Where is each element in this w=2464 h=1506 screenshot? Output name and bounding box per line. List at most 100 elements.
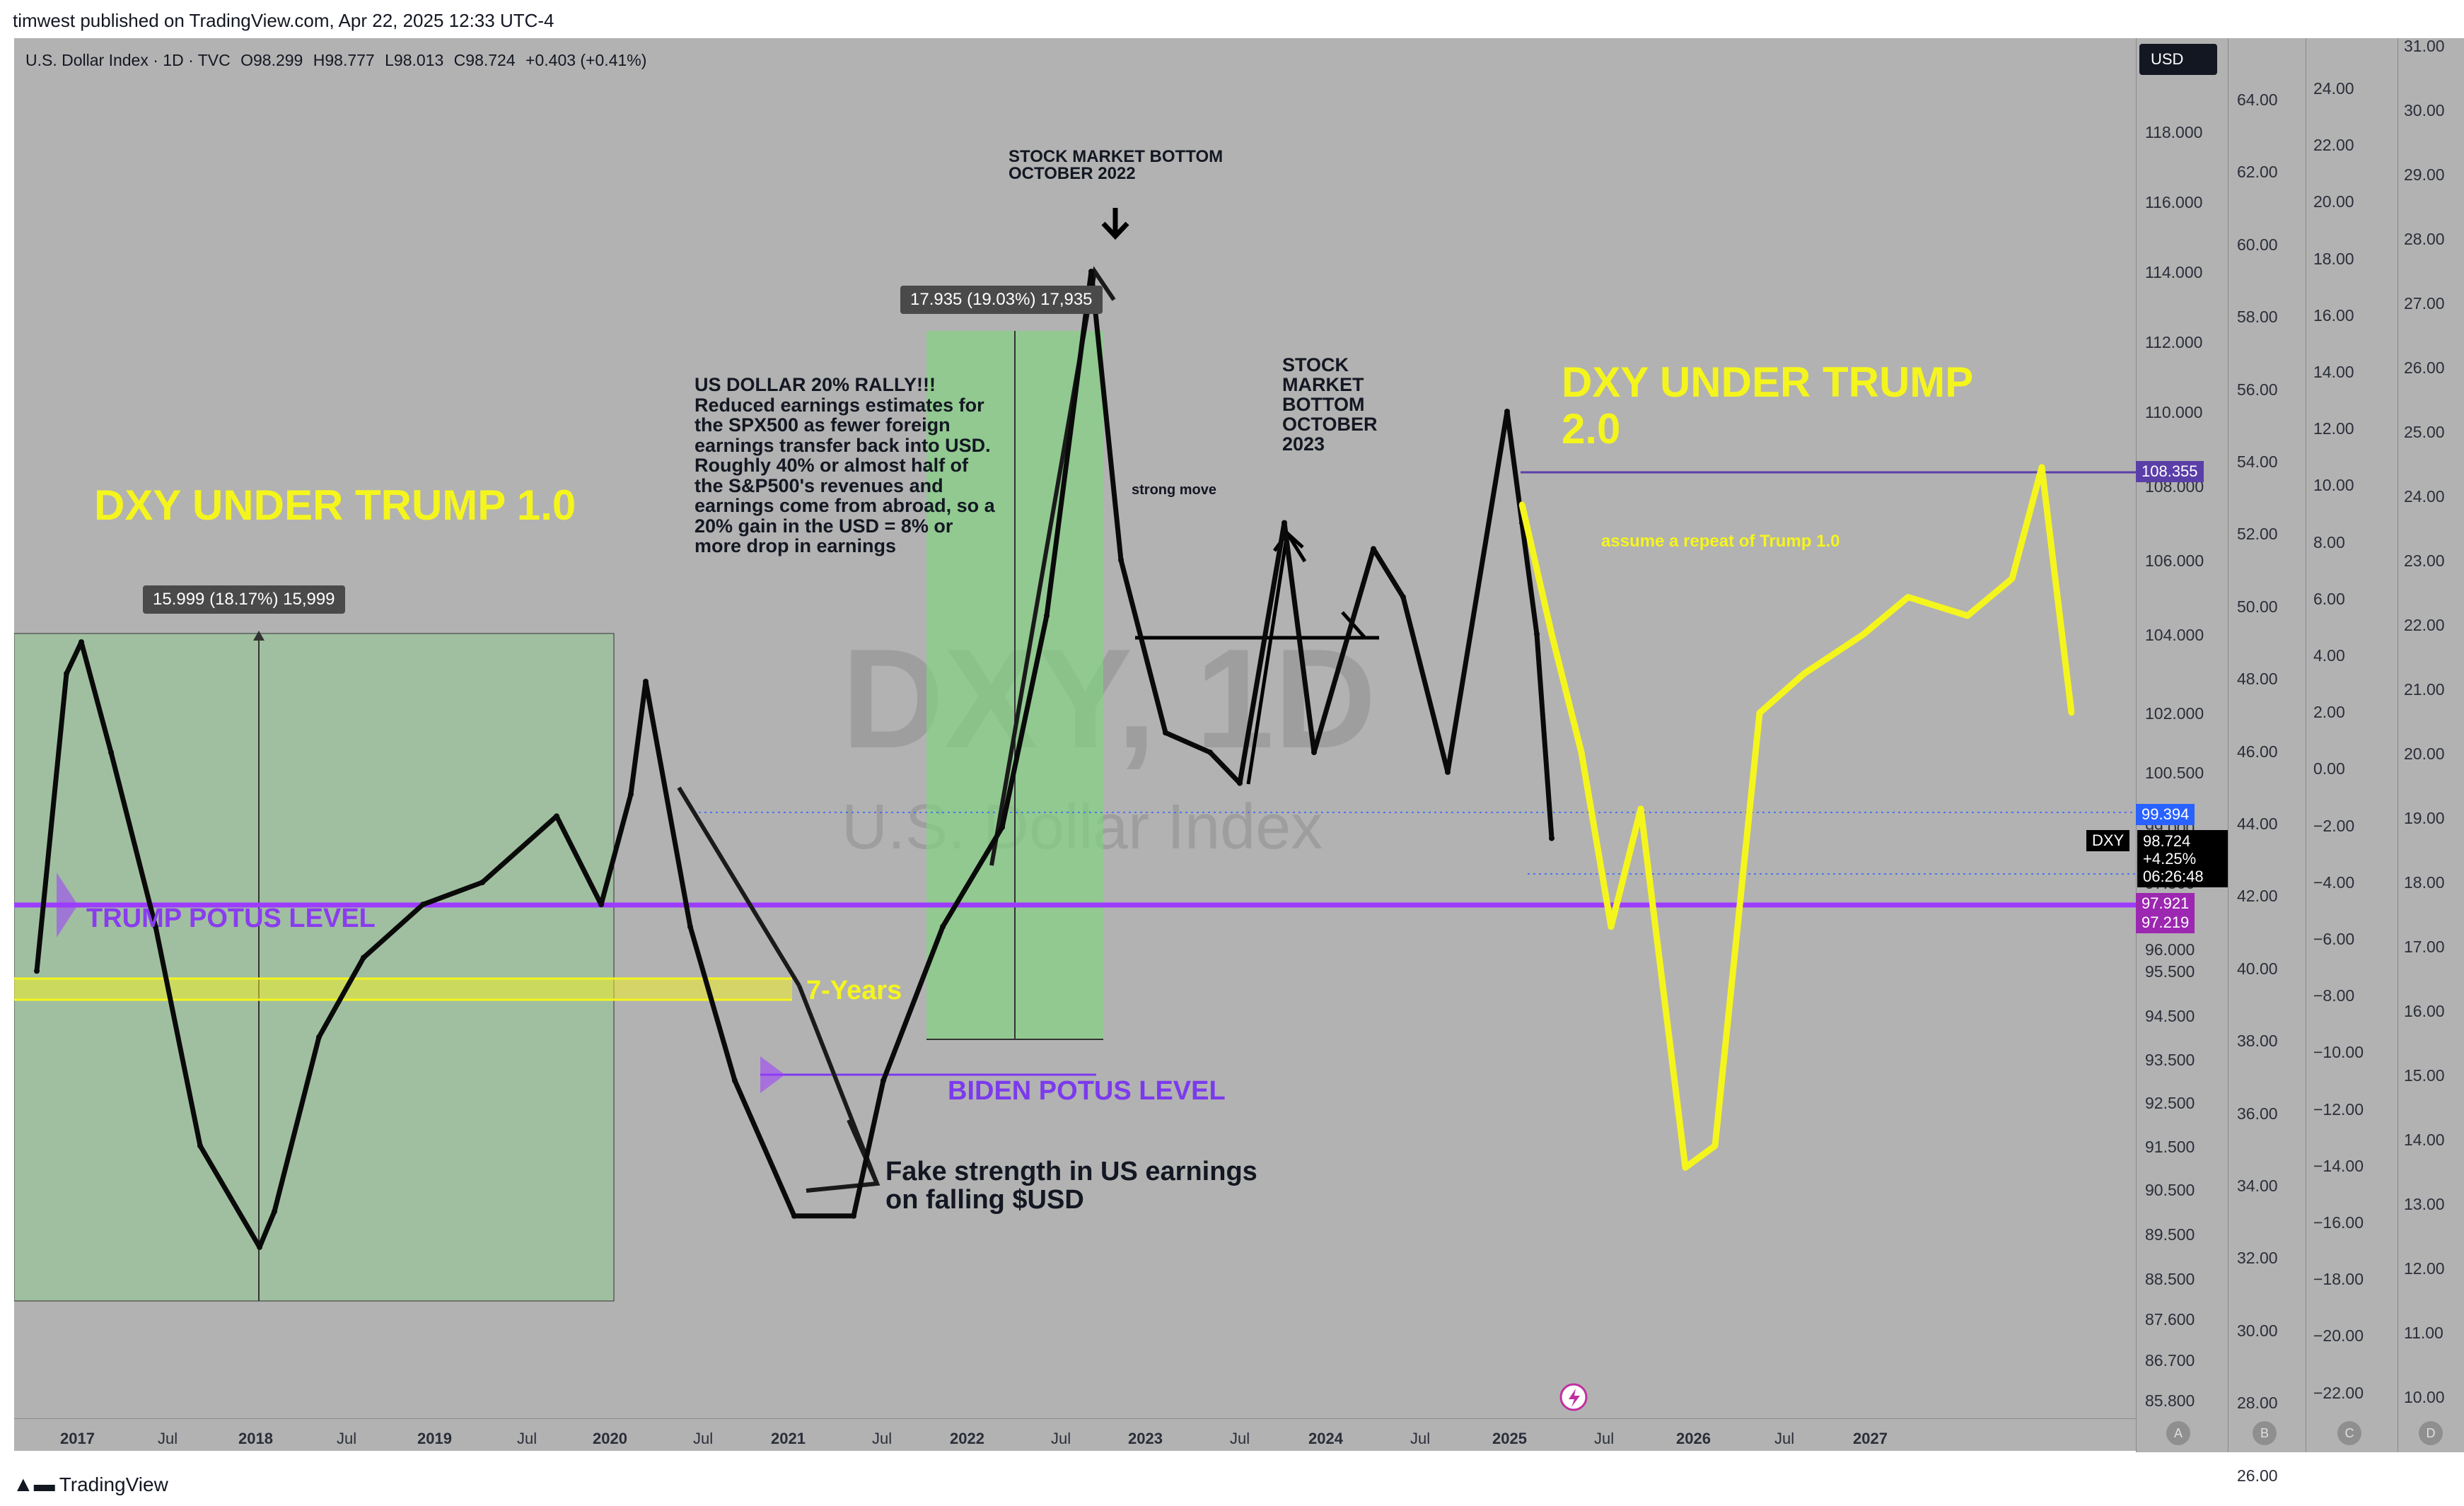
axis-tick-label: 62.00 [2237, 163, 2278, 182]
price-tick-label: 96.000 [2145, 940, 2195, 959]
axis-tick-label: −18.00 [2313, 1270, 2364, 1289]
axis-tick-label: 50.00 [2237, 597, 2278, 616]
axis-tick-label: −16.00 [2313, 1213, 2364, 1232]
axis-settings-button-c[interactable]: C [2337, 1421, 2361, 1445]
rally-note-line: Reduced earnings estimates for [695, 394, 984, 416]
fake-strength-line2: on falling $USD [885, 1185, 1084, 1215]
footer-brand[interactable]: ▲▬ TradingView [13, 1471, 168, 1499]
price-level-tag[interactable]: 97.921 [2136, 893, 2195, 914]
price-point [361, 955, 366, 961]
price-point [64, 670, 69, 677]
axis-tick-label: 30.00 [2404, 101, 2445, 119]
axis-tick-label: −4.00 [2313, 872, 2355, 892]
stock-bottom-2023-line: STOCK [1282, 354, 1349, 375]
price-point [1163, 730, 1168, 736]
axis-tick-label: 20.00 [2404, 745, 2445, 763]
axis-tick-label: −2.00 [2313, 816, 2355, 835]
measure-trump1[interactable]: 15.999 (18.17%) 15,999 [143, 585, 345, 614]
price-tick-label: 114.000 [2145, 263, 2203, 281]
axis-tick-label: 2.00 [2313, 703, 2345, 722]
stock-bottom-2023: STOCK MARKET BOTTOM OCTOBER 2023 [1282, 355, 1378, 454]
time-tick-label: Jul [1051, 1430, 1071, 1447]
axis-tick-label: 64.00 [2237, 91, 2278, 109]
axis-tick-label: 14.00 [2313, 363, 2354, 381]
stock-bottom-2023-line: OCTOBER [1282, 414, 1378, 435]
rally-note-title: US DOLLAR 20% RALLY!!! [695, 374, 936, 395]
trump-potus-level-label: TRUMP POTUS LEVEL [86, 904, 376, 933]
price-point [1757, 710, 1762, 716]
axis-tick-label: 44.00 [2237, 815, 2278, 833]
price-point [420, 901, 426, 908]
price-tick-label: 112.000 [2145, 333, 2203, 351]
axis-tick-label: 32.00 [2237, 1249, 2278, 1268]
legend-high: 98.777 [325, 51, 375, 69]
axis-tick-label: −10.00 [2313, 1043, 2364, 1062]
axis-tick-label: −14.00 [2313, 1156, 2364, 1175]
axis-tick-label: 25.00 [2404, 423, 2445, 441]
price-point [34, 968, 40, 974]
axis-tick-label: 36.00 [2237, 1104, 2278, 1123]
price-tick-label: 88.500 [2145, 1270, 2195, 1288]
price-tick-label: 104.000 [2145, 626, 2204, 644]
price-point [1118, 557, 1124, 563]
price-chart-svg[interactable] [14, 38, 2136, 1451]
price-tick-label: 90.500 [2145, 1181, 2195, 1199]
price-level-tag[interactable]: 97.219 [2136, 912, 2195, 933]
currency-button[interactable]: USD [2139, 44, 2217, 75]
axis-tick-label: 54.00 [2237, 453, 2278, 471]
price-tick-label: 85.800 [2145, 1391, 2195, 1410]
strong-move-label: strong move [1132, 482, 1217, 498]
rally-note: US DOLLAR 20% RALLY!!! Reduced earnings … [695, 375, 995, 556]
price-point [1311, 749, 1317, 756]
axis-settings-button-a[interactable]: A [2166, 1421, 2190, 1445]
measure-2022[interactable]: 17.935 (19.03%) 17,935 [900, 286, 1103, 314]
stock-bottom-2022-arrow [1101, 208, 1129, 240]
price-series-line-1 [1518, 464, 2075, 1171]
price-point [1400, 594, 1406, 600]
axis-tick-label: 15.00 [2404, 1066, 2445, 1085]
time-tick-label: 2018 [238, 1430, 273, 1447]
axis-tick-label: −6.00 [2313, 930, 2355, 948]
axis-tick-label: 58.00 [2237, 308, 2278, 327]
axis-tick-label: 24.00 [2313, 79, 2354, 98]
axis-tick-label: 16.00 [2313, 305, 2354, 325]
price-point [1549, 631, 1554, 637]
time-tick-label: Jul [872, 1430, 893, 1447]
biden-potus-marker [760, 1056, 785, 1093]
price-point [687, 923, 693, 930]
axis-tick-label: 4.00 [2313, 646, 2345, 665]
price-point [1504, 409, 1510, 414]
price-axis-panel[interactable]: USD 118.000 116.000 114.000 112.000 110.000 1… [2136, 38, 2228, 1452]
axis-settings-button-b[interactable]: B [2253, 1421, 2277, 1445]
axis-tick-label: 40.00 [2237, 959, 2278, 978]
price-point [1371, 546, 1376, 552]
trump2-title-line2: 2.0 [1562, 405, 1621, 453]
stock-bottom-2023-line: 2023 [1282, 433, 1325, 455]
axis-4-panel[interactable]: 31.00 30.00 29.00 28.00 27.00 26.00 25.00 24.00… [2398, 37, 2464, 1452]
price-point [1445, 769, 1451, 775]
time-tick-label: 2027 [1853, 1430, 1888, 1447]
time-tick-label: Jul [517, 1430, 537, 1447]
axis-3-panel[interactable]: 24.00 22.00 20.00 18.00 16.00 14.00 12.00 10.00… [2306, 38, 2398, 1452]
price-point [554, 813, 559, 819]
footer-brand-text: TradingView [59, 1473, 168, 1495]
time-tick-label: 2020 [593, 1430, 627, 1447]
price-tick-label: 94.500 [2145, 1007, 2195, 1025]
legend-close: 98.724 [465, 51, 516, 69]
axis-tick-label: 8.00 [2313, 532, 2345, 551]
axis-2-panel[interactable]: 64.00 62.00 60.00 58.00 56.00 54.00 52.00 50.00… [2228, 38, 2306, 1485]
price-level-tag[interactable]: 108.355 [2136, 461, 2204, 482]
legend-close-label: C [453, 51, 466, 69]
axis-tick-label: 18.00 [2313, 249, 2354, 268]
current-price: 98.724 [2143, 832, 2191, 850]
price-level-tag[interactable]: 99.394 [2136, 804, 2195, 825]
axis-tick-label: 48.00 [2237, 670, 2278, 689]
time-tick-label: 2023 [1128, 1430, 1163, 1447]
axis-tick-label: 30.00 [2237, 1321, 2278, 1340]
time-tick-label: Jul [1410, 1430, 1431, 1447]
axis-settings-button-d[interactable]: D [2419, 1421, 2443, 1445]
axis-tick-label: 13.00 [2404, 1195, 2445, 1213]
price-point [628, 791, 634, 798]
legend-low: 98.013 [393, 51, 444, 69]
price-tick-label: 93.500 [2145, 1050, 2195, 1069]
